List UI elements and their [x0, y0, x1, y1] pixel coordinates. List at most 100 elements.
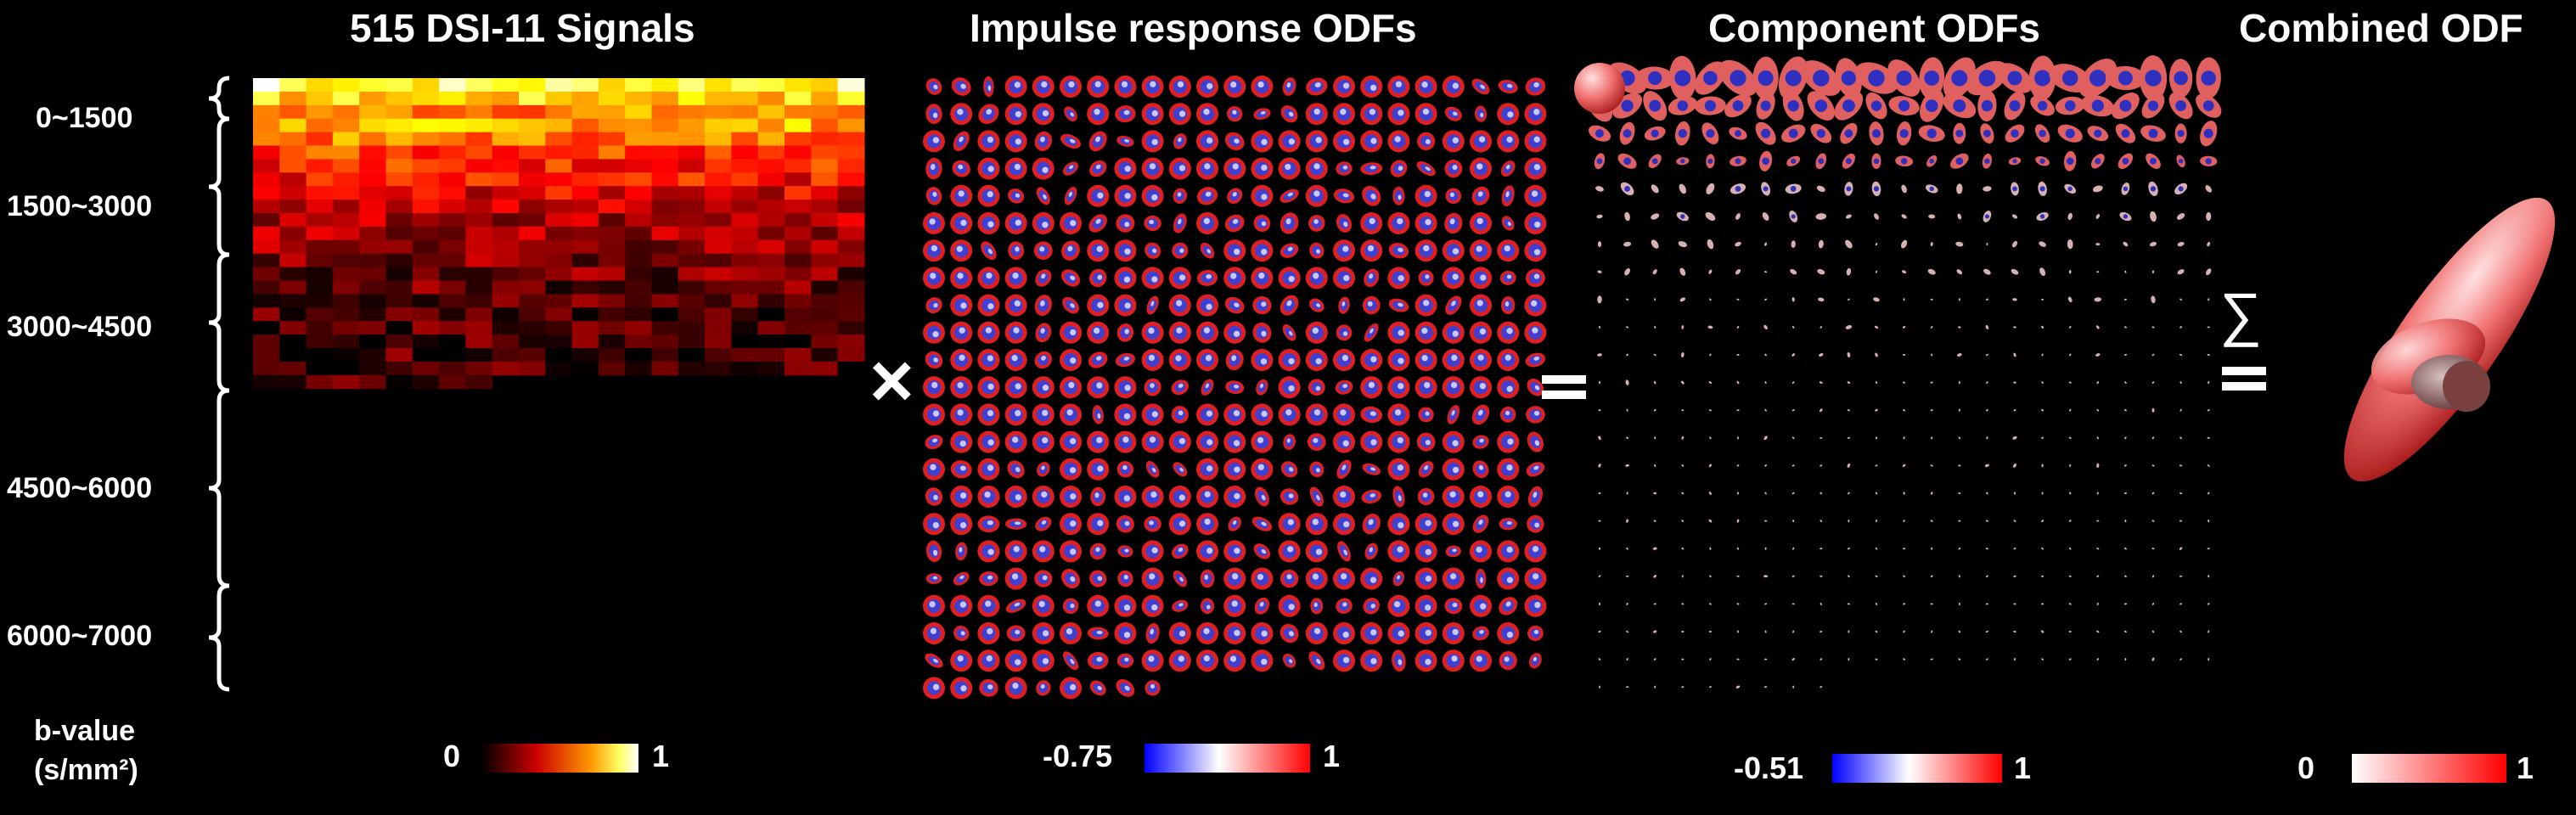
component-odf-glyph: [2087, 126, 2109, 142]
heatmap-cell: [332, 280, 360, 295]
component-odf-glyph: [1834, 91, 1864, 121]
multiply-operator: ×: [869, 339, 914, 424]
component-odf-glyph: [1709, 547, 1712, 550]
impulse-odf-glyph: [950, 649, 973, 672]
heatmap-cell: [279, 307, 307, 322]
impulse-odf-glyph: [1251, 622, 1274, 644]
heatmap-cell: [519, 321, 546, 335]
heatmap-cell: [253, 307, 280, 322]
component-colorbar-max: 1: [2014, 750, 2032, 785]
heatmap-cell: [465, 132, 493, 147]
impulse-odf-glyph: [923, 267, 945, 289]
impulse-odf-glyph: [1445, 545, 1461, 558]
impulse-odf-glyph: [1141, 403, 1164, 426]
impulse-odf-glyph: [1415, 76, 1437, 98]
impulse-odf-glyph: [1032, 622, 1055, 644]
impulse-odf-glyph: [1087, 376, 1110, 399]
component-odf-glyph: [1958, 381, 1960, 385]
impulse-odf-glyph: [950, 513, 973, 536]
impulse-odf-glyph: [925, 573, 942, 584]
impulse-odf-glyph: [953, 625, 970, 642]
heatmap-cell: [306, 132, 334, 147]
component-odf-glyph: [1792, 547, 1795, 550]
heatmap-cell: [492, 280, 520, 295]
heatmap-cell: [598, 91, 626, 106]
component-odf-glyph: [1764, 242, 1768, 246]
component-odf-glyph: [1819, 381, 1823, 384]
impulse-odf-glyph: [1223, 458, 1246, 481]
component-odf-glyph: [1736, 547, 1740, 550]
component-odf-glyph: [1876, 436, 1877, 440]
heatmap-cell: [519, 239, 546, 255]
impulse-odf-glyph: [1524, 540, 1547, 563]
impulse-odf-glyph: [1252, 322, 1272, 343]
impulse-odf-glyph: [1333, 188, 1355, 204]
impulse-odf-glyph: [1415, 239, 1437, 262]
component-odf-glyph: [1617, 153, 1637, 169]
impulse-odf-glyph: [1472, 435, 1489, 449]
component-odf-glyph: [1791, 353, 1796, 357]
impulse-odf-glyph: [1196, 187, 1218, 205]
impulse-odf-glyph: [1252, 295, 1272, 315]
impulse-odf-glyph: [1141, 76, 1164, 98]
heatmap-cell: [598, 307, 626, 322]
impulse-odf-glyph: [979, 679, 998, 697]
heatmap-cell: [253, 253, 280, 268]
heatmap-cell: [306, 186, 334, 200]
heatmap-cell: [651, 91, 679, 106]
component-odf-glyph: [1977, 90, 1997, 122]
heatmap-cell: [811, 118, 839, 133]
heatmap-cell: [519, 159, 546, 173]
impulse-odf-glyph: [1360, 349, 1383, 371]
impulse-odf-glyph: [1173, 213, 1187, 233]
impulse-odf-glyph: [925, 297, 942, 314]
bvalue-braces: [208, 76, 230, 692]
impulse-odf-glyph: [1087, 321, 1110, 344]
heatmap-cell: [385, 226, 413, 241]
combined-odf-glyph: [2343, 197, 2556, 482]
impulse-odf-glyph: [1196, 130, 1218, 153]
component-odf-glyph: [1626, 602, 1628, 605]
component-odf-glyph: [2151, 520, 2155, 522]
impulse-odf-glyph: [1223, 486, 1246, 508]
component-odf-glyph: [1820, 325, 1823, 329]
heatmap-cell: [253, 361, 280, 376]
heatmap-cell: [757, 104, 785, 120]
heatmap-cell: [651, 321, 679, 335]
component-odf-glyph: [2041, 436, 2044, 439]
heatmap-cell: [757, 213, 785, 228]
impulse-odf-glyph: [1307, 433, 1326, 451]
component-odf-glyph: [1985, 353, 1988, 357]
component-odf-glyph: [1680, 352, 1685, 357]
impulse-odf-glyph: [1387, 513, 1410, 536]
heatmap-cell: [519, 334, 546, 349]
component-odf-glyph: [1791, 381, 1795, 384]
impulse-odf-glyph: [950, 212, 973, 234]
impulse-odf-glyph: [1251, 516, 1273, 531]
component-odf-glyph: [2151, 492, 2155, 495]
heatmap-cell: [811, 226, 839, 241]
heatmap-cell: [785, 132, 812, 147]
heatmap-cell: [385, 294, 413, 308]
component-odf-glyph: [2028, 55, 2056, 101]
impulse-odf-glyph: [983, 76, 994, 98]
heatmap-cell: [757, 280, 785, 295]
component-odf-glyph: [2179, 630, 2182, 633]
component-odf-glyph: [1707, 325, 1713, 329]
heatmap-cell: [359, 348, 387, 363]
component-odf-glyph: [1764, 464, 1767, 467]
impulse-odf-glyph: [1114, 621, 1137, 644]
component-odf-glyph: [1679, 183, 1687, 194]
heatmap-cell: [678, 78, 706, 93]
impulse-odf-glyph: [1251, 184, 1274, 207]
component-odf-glyph: [1927, 268, 1936, 275]
component-odf-glyph: [1926, 155, 1938, 167]
component-odf-glyph: [1985, 630, 1988, 633]
heatmap-cell: [519, 172, 546, 187]
impulse-odf-glyph: [1173, 462, 1188, 477]
bvalue-brace: [208, 252, 230, 393]
impulse-odf-glyph: [1333, 486, 1355, 508]
component-odf-glyph: [1985, 658, 1988, 660]
heatmap-cell: [837, 280, 865, 295]
component-odf-glyph: [1736, 603, 1740, 605]
